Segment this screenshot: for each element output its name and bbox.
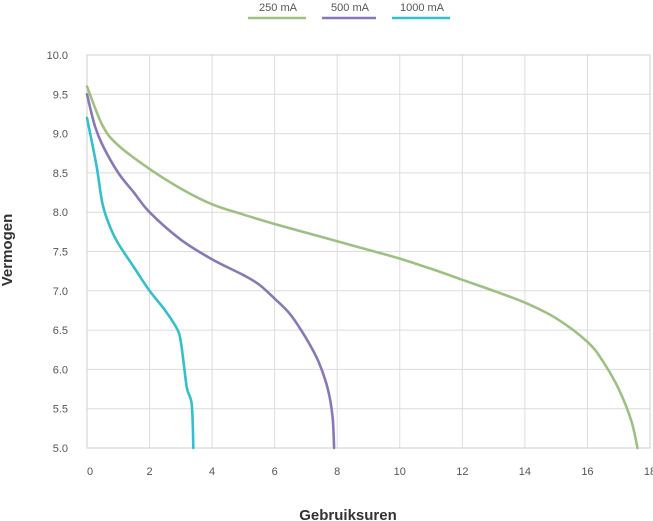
x-tick-label: 0 [87, 466, 93, 478]
series-line-1000-ma [85, 116, 195, 450]
y-axis-title: Vermogen [0, 214, 16, 287]
x-tick-label: 2 [146, 466, 152, 478]
x-tick-label: 16 [581, 466, 593, 478]
x-tick-label: 4 [209, 466, 215, 478]
x-tick-label: 10 [394, 466, 406, 478]
x-axis-title: Gebruiksuren [299, 507, 397, 521]
series-line-500-ma [85, 93, 336, 450]
x-tick-label: 6 [272, 466, 278, 478]
x-tick-label: 14 [519, 466, 531, 478]
y-tick-label: 5.0 [53, 443, 68, 455]
grid [86, 54, 651, 449]
legend-label: 500 mA [331, 2, 370, 14]
tick-labels: 0 2 4 6 8 10 12 14 16 18 10.0 9.5 9.0 8.5 8.0 7.5 7.0 6.5… [47, 50, 653, 478]
y-tick-label: 10.0 [47, 50, 68, 62]
y-tick-label: 6.5 [53, 325, 68, 337]
y-tick-label: 7.0 [53, 286, 68, 298]
series-line-250-ma [85, 85, 639, 450]
legend-label: 250 mA [259, 2, 298, 14]
y-tick-label: 6.0 [53, 364, 68, 376]
x-tick-label: 18 [644, 466, 653, 478]
y-tick-label: 5.5 [53, 404, 68, 416]
legend-label: 1000 mA [400, 2, 445, 14]
y-tick-label: 8.5 [53, 168, 68, 180]
x-tick-label: 12 [456, 466, 468, 478]
series-lines [85, 85, 639, 450]
legend: 250 mA 500 mA 1000 mA [248, 2, 450, 20]
y-tick-label: 9.5 [53, 89, 68, 101]
x-tick-label: 8 [334, 466, 340, 478]
y-tick-label: 9.0 [53, 129, 68, 141]
y-tick-label: 7.5 [53, 247, 68, 259]
plot-frame [86, 54, 651, 449]
y-tick-label: 8.0 [53, 207, 68, 219]
